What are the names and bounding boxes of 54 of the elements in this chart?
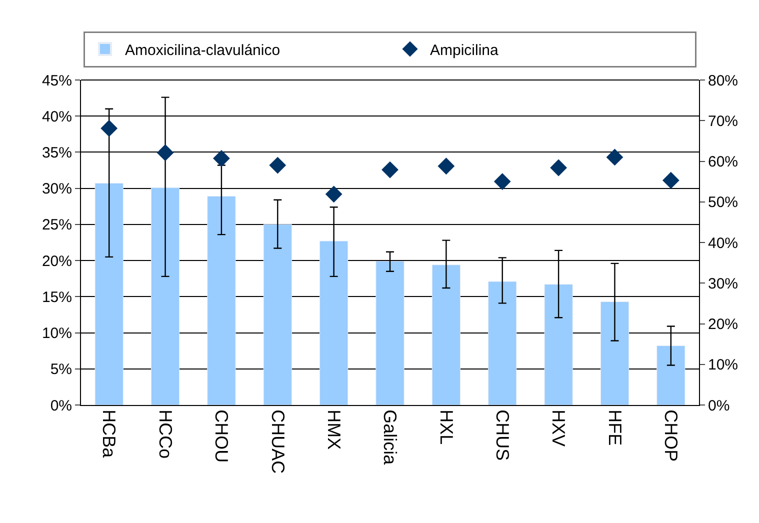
bar [94, 183, 124, 405]
y-tick-label: 20% [42, 252, 72, 270]
point [382, 161, 398, 178]
y-tick-label: 5% [50, 361, 72, 378]
bar [320, 240, 348, 405]
y2-tick-label: 30% [708, 275, 738, 292]
point [662, 172, 680, 189]
y-tick-label: 40% [42, 108, 72, 126]
bar [488, 281, 517, 405]
bar [263, 224, 292, 405]
point [100, 120, 118, 137]
x-tick-label: CHUS [492, 410, 513, 461]
bar [376, 261, 404, 405]
x-tick-label: CHOU [212, 410, 232, 463]
bar [600, 301, 630, 405]
y-tick-label: 25% [42, 216, 72, 234]
y-tick-label: 10% [42, 325, 72, 342]
bar [150, 187, 180, 405]
y2-tick-label: 40% [708, 234, 738, 252]
y2-tick-label: 70% [708, 112, 738, 130]
y-tick-label: 45% [42, 72, 72, 90]
y-tick-label: 15% [42, 288, 72, 306]
point [156, 144, 174, 162]
bar [207, 196, 236, 405]
y2-tick-label: 10% [708, 356, 738, 374]
point [325, 186, 342, 203]
x-tick-label: CHOP [661, 410, 682, 462]
point [550, 159, 567, 176]
point [438, 158, 455, 175]
x-tick-label: HCBa [99, 410, 120, 459]
y-tick-label: 35% [42, 144, 72, 162]
x-tick-label: Galicia [380, 410, 400, 466]
point [269, 156, 286, 174]
y-tick-label: 30% [42, 180, 72, 198]
bar [656, 346, 686, 405]
y2-tick-label: 0% [708, 397, 730, 414]
point [494, 173, 511, 190]
x-tick-label: HMX [324, 410, 344, 450]
x-tick-label: HXV [548, 410, 569, 447]
y2-tick-label: 50% [708, 194, 738, 212]
x-tick-label: HXL [436, 410, 456, 445]
y-tick-label: 0% [50, 397, 72, 414]
x-tick-label: HFE [604, 410, 625, 446]
point [213, 150, 230, 167]
point [606, 148, 624, 166]
y2-tick-label: 80% [708, 72, 738, 90]
bar [432, 264, 460, 405]
legend-label: Amoxicilina-clavulánico [125, 42, 280, 59]
x-tick-label: HCCo [155, 410, 176, 459]
x-tick-label: CHUAC [268, 410, 288, 474]
legend-label: Ampicilina [430, 42, 500, 59]
y2-tick-label: 60% [708, 154, 738, 170]
y2-tick-label: 20% [708, 316, 738, 333]
bar [544, 284, 573, 405]
